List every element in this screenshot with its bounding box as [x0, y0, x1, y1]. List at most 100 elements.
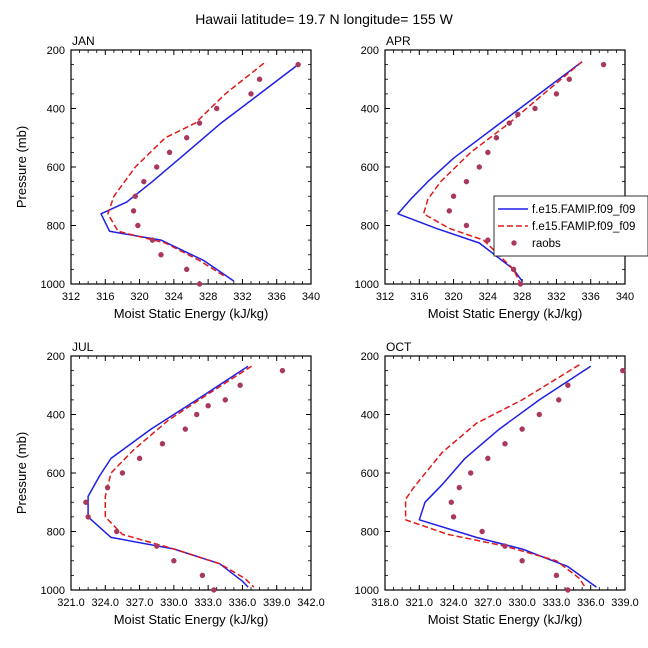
raobs-point [566, 76, 572, 82]
x-axis-label: Moist Static Energy (kJ/kg) [428, 612, 583, 627]
raobs-point [114, 528, 120, 535]
raobs-point [196, 281, 203, 287]
raobs-point [184, 266, 190, 273]
x-tick-label: 320 [444, 291, 462, 303]
y-tick-label: 600 [47, 468, 65, 480]
raobs-point [556, 397, 562, 403]
x-tick-label: 324 [165, 291, 183, 303]
y-tick-label: 200 [361, 351, 379, 363]
raobs-point [485, 237, 491, 243]
raobs-point [149, 237, 156, 243]
y-tick-label: 800 [47, 221, 65, 233]
raobs-point [565, 382, 571, 388]
raobs-point [182, 426, 188, 432]
raobs-point [248, 91, 254, 97]
legend-label: f.e15.FAMIP.f09_f09 [532, 204, 635, 216]
y-axis-label: Pressure (mb) [14, 126, 29, 208]
raobs-point [154, 164, 160, 170]
raobs-point [136, 455, 143, 462]
raobs-point [502, 441, 508, 447]
panel-label: APR [386, 34, 411, 48]
y-tick-label: 400 [361, 104, 379, 116]
raobs-point [600, 61, 607, 68]
raobs-point [553, 91, 560, 97]
x-tick-label: 330.0 [508, 597, 536, 609]
model-line-solid [100, 64, 299, 282]
y-tick-label: 800 [47, 527, 65, 539]
x-tick-label: 332 [233, 291, 251, 303]
x-tick-label: 316 [410, 291, 428, 303]
x-tick-label: 340 [302, 291, 320, 303]
raobs-point [485, 149, 491, 156]
raobs-point [463, 222, 470, 229]
x-tick-label: 342.0 [297, 597, 325, 609]
y-tick-label: 400 [47, 104, 65, 116]
raobs-point [171, 558, 177, 564]
y-axis-label: Pressure (mb) [14, 432, 29, 514]
raobs-point [553, 572, 560, 579]
raobs-point [222, 397, 228, 403]
plot-frame [70, 49, 312, 285]
x-tick-label: 339.0 [263, 597, 291, 609]
raobs-point [450, 193, 457, 199]
raobs-point [510, 266, 517, 273]
raobs-point [493, 135, 500, 141]
raobs-point [468, 470, 474, 476]
raobs-point [166, 149, 173, 156]
panel-oct: OCT 318.0 321.0 324.0 327.0 330.0 333.0 336.0 33… [355, 340, 639, 627]
y-tick-label: 1000 [41, 585, 65, 597]
legend-marker [511, 240, 517, 246]
raobs-point [199, 572, 206, 579]
x-tick-label: 312 [376, 291, 394, 303]
raobs-point [295, 61, 301, 68]
panel-label: OCT [386, 340, 412, 354]
raobs-point [211, 587, 217, 593]
raobs-point [502, 543, 508, 549]
legend-label: raobs [532, 238, 561, 250]
y-tick-label: 800 [361, 527, 379, 539]
raobs-point [141, 178, 147, 185]
plot-frame [384, 355, 626, 591]
raobs-point [196, 120, 203, 126]
raobs-point [506, 120, 512, 126]
figure-title: Hawaii latitude= 19.7 N longitude= 155 W [195, 11, 453, 27]
raobs-point [154, 543, 160, 549]
raobs-point [519, 426, 525, 432]
raobs-point [159, 441, 166, 447]
raobs-point [479, 528, 485, 535]
x-tick-label: 333.0 [543, 597, 571, 609]
raobs-point [85, 514, 91, 520]
panel-label: JAN [72, 34, 95, 48]
panel-jul: JUL 321.0 324.0 327.0 330.0 333.0 336.0 339.0 34… [14, 340, 325, 627]
raobs-point [214, 105, 220, 112]
x-tick-label: 339.0 [611, 597, 639, 609]
raobs-point [485, 455, 491, 462]
raobs-point [132, 193, 138, 199]
y-tick-label: 800 [361, 221, 379, 233]
panel-jan: JAN 312 316 320 324 328 332 336 340 200 400 600 800 1… [14, 34, 320, 321]
x-axis-label: Moist Static Energy (kJ/kg) [428, 306, 583, 321]
raobs-point [463, 178, 470, 185]
x-tick-label: 328 [513, 291, 531, 303]
y-tick-label: 1000 [41, 279, 65, 291]
x-tick-label: 332 [547, 291, 565, 303]
y-tick-label: 600 [361, 468, 379, 480]
raobs-point [532, 105, 538, 112]
x-tick-label: 336 [582, 291, 600, 303]
raobs-point [184, 135, 190, 141]
raobs-point [119, 470, 126, 476]
x-tick-label: 312 [62, 291, 80, 303]
x-tick-label: 318.0 [371, 597, 399, 609]
x-tick-label: 336.0 [229, 597, 257, 609]
raobs-point [456, 484, 462, 491]
x-tick-label: 336 [268, 291, 286, 303]
y-tick-label: 1000 [355, 279, 379, 291]
y-tick-label: 600 [361, 162, 379, 174]
raobs-point [476, 164, 482, 170]
x-tick-label: 321.0 [406, 597, 434, 609]
raobs-point [158, 252, 164, 258]
y-tick-label: 400 [361, 410, 379, 422]
x-tick-label: 324.0 [440, 597, 468, 609]
panel-apr: APR 312 316 320 324 328 332 336 340 200 400 600 800 1… [355, 34, 635, 321]
x-tick-label: 340 [616, 291, 634, 303]
